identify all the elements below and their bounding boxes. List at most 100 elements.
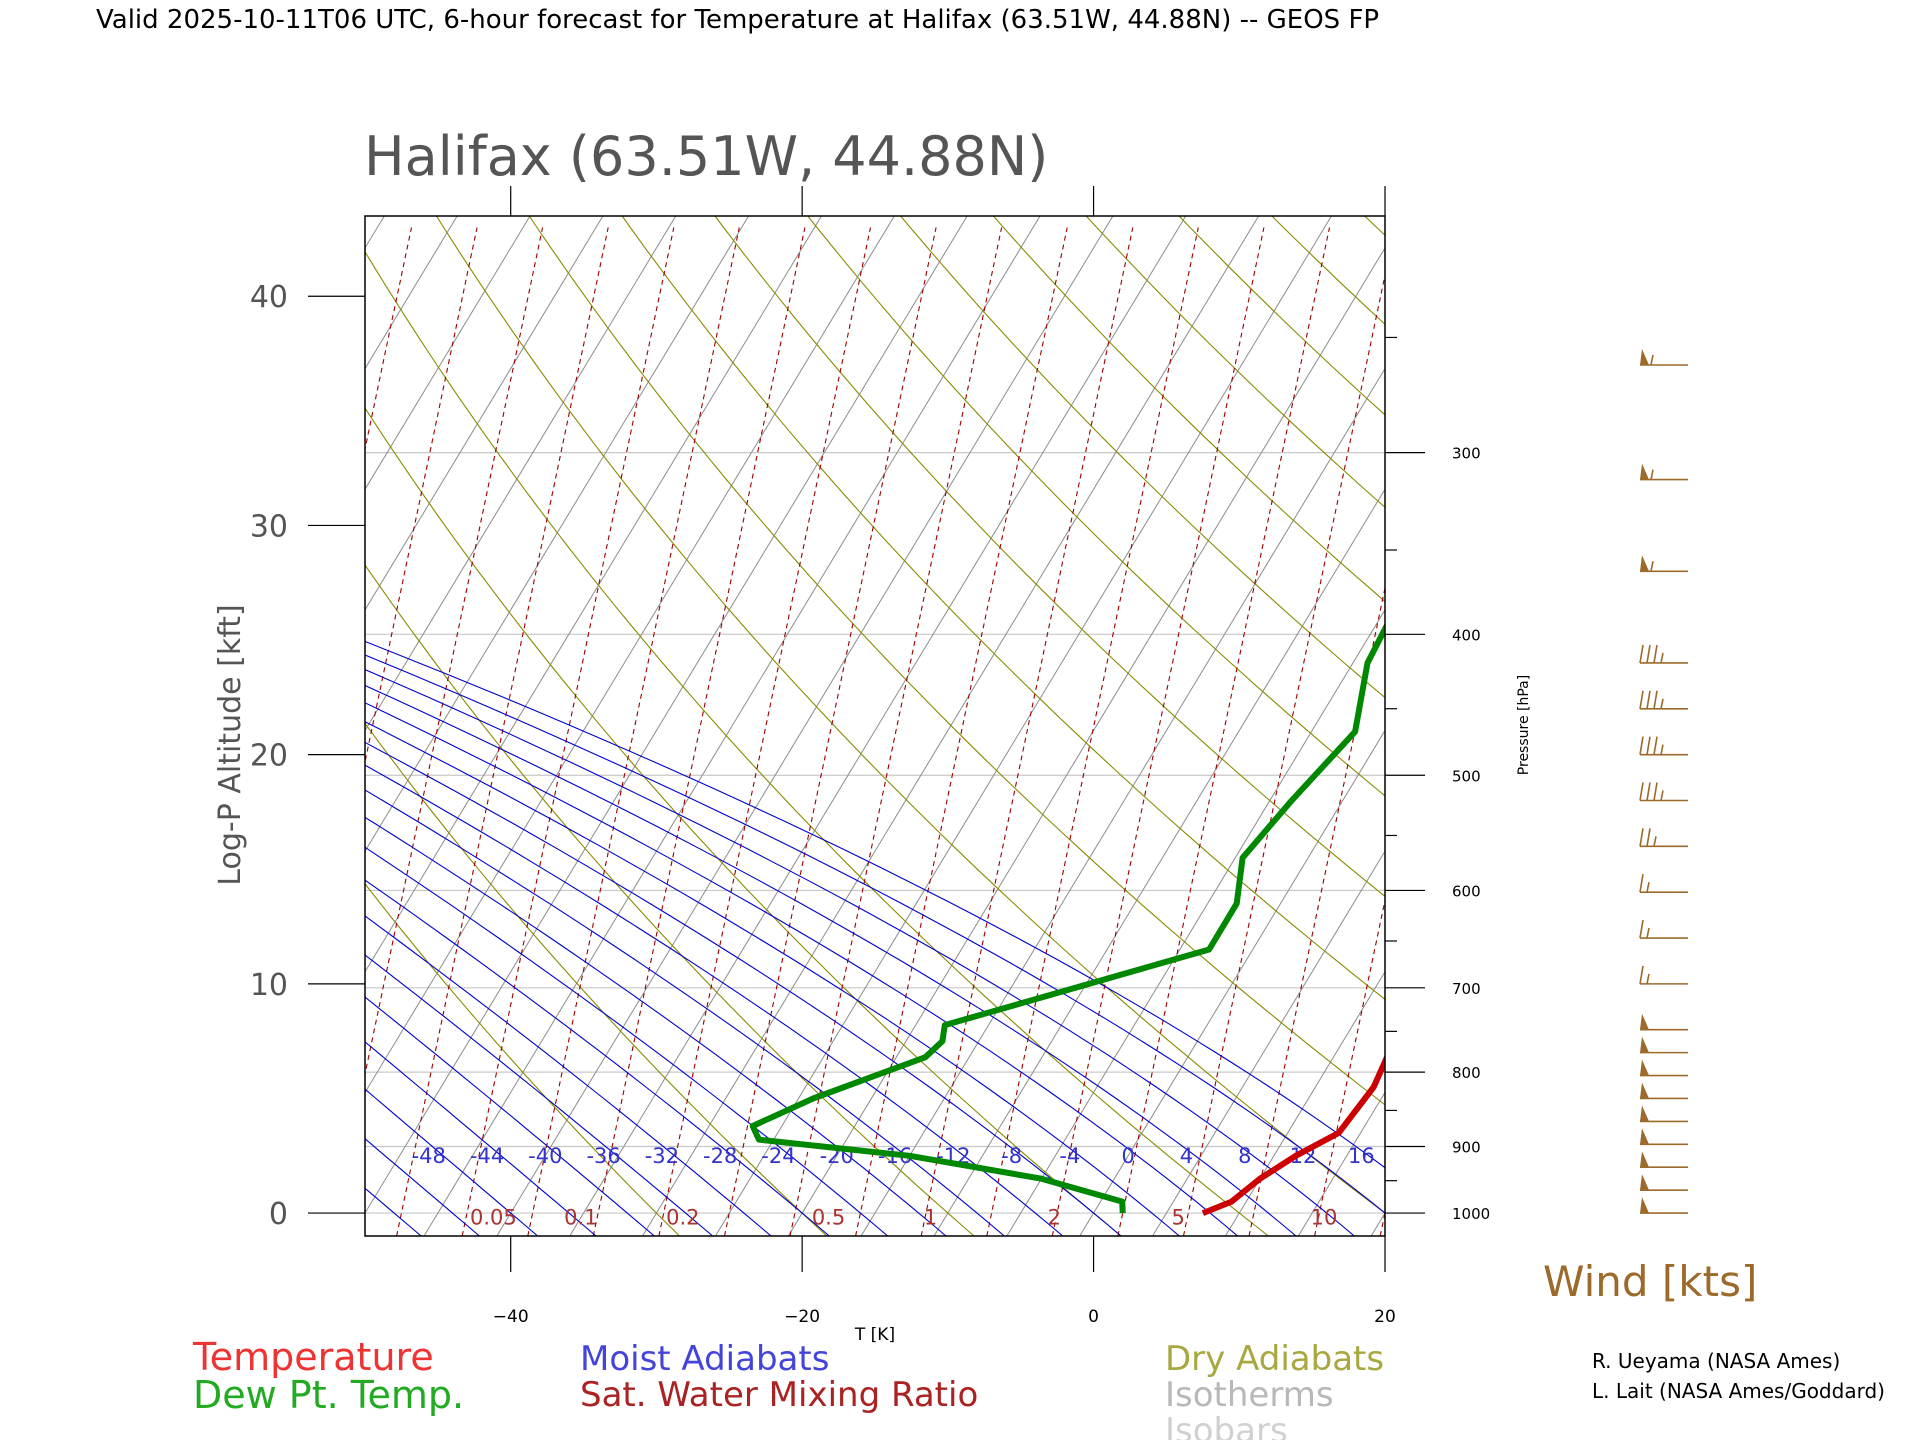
- dry-adiabat-line: [1271, 216, 1385, 325]
- x-axis-label: T [K]: [854, 1325, 895, 1345]
- pressure-tick-label: 600: [1452, 882, 1481, 900]
- mixing-ratio-line: [365, 227, 478, 765]
- wind-barb: [1640, 1105, 1688, 1123]
- dry-adiabat-line: [365, 564, 975, 1236]
- mixing-ratio-line: [365, 227, 413, 452]
- mixing-ratio-line: [461, 227, 675, 1236]
- pressure-tick-label: 700: [1452, 980, 1481, 998]
- wind-barb-pennant: [1640, 1128, 1649, 1145]
- dry-adiabat-line: [1178, 216, 1385, 416]
- x-tick-label: 20: [1374, 1307, 1396, 1327]
- isotherm-line: [1006, 608, 1385, 1236]
- pressure-tick-label: 300: [1452, 445, 1481, 463]
- wind-barb-feather: [1639, 919, 1644, 939]
- legend-mixing-ratio: Sat. Water Mixing Ratio: [580, 1375, 978, 1415]
- moist-adiabat-line: [365, 1041, 597, 1236]
- mixing-ratio-label: 0.05: [470, 1206, 517, 1230]
- wind-barb-feather: [1639, 736, 1644, 755]
- wind-barb-feather: [1653, 690, 1658, 709]
- moist-adiabat-line: [365, 640, 1385, 1169]
- y-tick-label: 30: [250, 509, 288, 544]
- wind-barb-pennant: [1640, 1082, 1649, 1099]
- wind-barb-pennant: [1640, 1151, 1649, 1168]
- mixing-ratio-line: [1051, 227, 1265, 1236]
- mixing-ratio-label: 1: [924, 1206, 937, 1230]
- wind-barb-half-feather: [1646, 927, 1650, 939]
- wind-barb-feather: [1639, 690, 1644, 709]
- wind-barb-pennant: [1640, 1197, 1649, 1214]
- moist-adiabat-line: [365, 846, 889, 1236]
- wind-barb: [1639, 874, 1688, 893]
- moist-adiabat-label: 8: [1238, 1144, 1251, 1168]
- isotherm-line: [365, 216, 895, 1094]
- isotherm-line: [365, 216, 604, 611]
- mixing-ratio-line: [1446, 228, 1658, 1237]
- isotherm-line: [1517, 216, 1920, 1236]
- dry-adiabat-line: [714, 216, 1385, 898]
- moist-adiabat-label: 16: [1348, 1144, 1375, 1168]
- pressure-tick-label: 500: [1452, 767, 1481, 785]
- moist-adiabat-label: -28: [703, 1144, 737, 1168]
- wind-barb: [1640, 463, 1688, 481]
- wind-barb: [1640, 555, 1688, 573]
- wind-barb-half-feather: [1646, 973, 1650, 985]
- moist-adiabat-line: [365, 789, 1005, 1236]
- y-tick-label: 0: [269, 1197, 288, 1232]
- chart-title: Halifax (63.51W, 44.88N): [364, 125, 1048, 188]
- isotherm-line: [0, 216, 311, 1236]
- wind-barb-feather: [1646, 782, 1651, 801]
- isotherm-line: [0, 216, 239, 1236]
- wind-barb: [1640, 1059, 1688, 1077]
- wind-barb: [1639, 690, 1688, 710]
- y-tick-label: 20: [250, 739, 288, 774]
- mixing-ratio-line: [658, 227, 872, 1236]
- mixing-ratio-label: 5: [1172, 1206, 1185, 1230]
- moist-adiabat-label: -32: [645, 1144, 679, 1168]
- dry-adiabat-line: [528, 216, 1385, 1106]
- wind-barb: [1640, 1151, 1688, 1169]
- mixing-ratio-line: [986, 227, 1199, 1236]
- dry-adiabat-line: [1736, 216, 1920, 1236]
- wind-barb: [1640, 1128, 1688, 1146]
- wind-barb-feather: [1646, 644, 1651, 664]
- credits: R. Ueyama (NASA Ames) L. Lait (NASA Ames…: [1592, 1349, 1885, 1403]
- isotherm-line: [365, 216, 677, 732]
- wind-barb-feather: [1653, 782, 1658, 801]
- wind-barbs: [1639, 348, 1688, 1214]
- wind-barb-half-feather: [1660, 652, 1664, 664]
- wind-barb-feather: [1639, 965, 1644, 984]
- mixing-ratio-line: [789, 227, 1003, 1236]
- page-title: Valid 2025-10-11T06 UTC, 6-hour forecast…: [96, 5, 1379, 35]
- mixing-ratio-label: 0.2: [666, 1206, 699, 1230]
- dry-adiabat-line: [1364, 216, 1385, 237]
- dry-adiabat-line: [1550, 216, 1920, 1236]
- isotherm-line: [1297, 1091, 1385, 1236]
- credit-line-2: L. Lait (NASA Ames/Goddard): [1592, 1379, 1885, 1403]
- isotherm-line: [1152, 850, 1385, 1236]
- wind-barb: [1640, 1174, 1688, 1191]
- legend-isotherms: Isotherms: [1165, 1375, 1334, 1415]
- legend-isobars: Isobars: [1165, 1411, 1288, 1440]
- wind-barb-half-feather: [1646, 882, 1650, 893]
- isotherm-line: [860, 367, 1385, 1236]
- x-tick-label: −40: [493, 1307, 529, 1327]
- pressure-tick-label: 400: [1452, 626, 1481, 644]
- isotherm-line: [365, 216, 822, 973]
- moist-adiabat-label: -40: [528, 1144, 562, 1168]
- wind-barb-pennant: [1640, 1036, 1649, 1053]
- isotherm-line: [1079, 729, 1385, 1236]
- moist-adiabat-label: 0: [1121, 1144, 1134, 1168]
- wind-barb: [1640, 1197, 1688, 1214]
- mixing-ratio-label: 10: [1311, 1206, 1338, 1230]
- wind-barb-pennant: [1640, 1059, 1649, 1076]
- mixing-ratio-line: [1314, 897, 1385, 1236]
- wind-barb-feather: [1639, 644, 1644, 664]
- mixing-ratio-label: 2: [1048, 1206, 1061, 1230]
- credit-line-1: R. Ueyama (NASA Ames): [1592, 1349, 1840, 1373]
- wind-barb-half-feather: [1653, 836, 1657, 847]
- y-tick-label: 10: [250, 968, 288, 1003]
- mixing-ratio-line: [855, 227, 1068, 1236]
- dry-adiabat-line: [365, 407, 1122, 1236]
- wind-label: Wind [kts]: [1543, 1257, 1757, 1306]
